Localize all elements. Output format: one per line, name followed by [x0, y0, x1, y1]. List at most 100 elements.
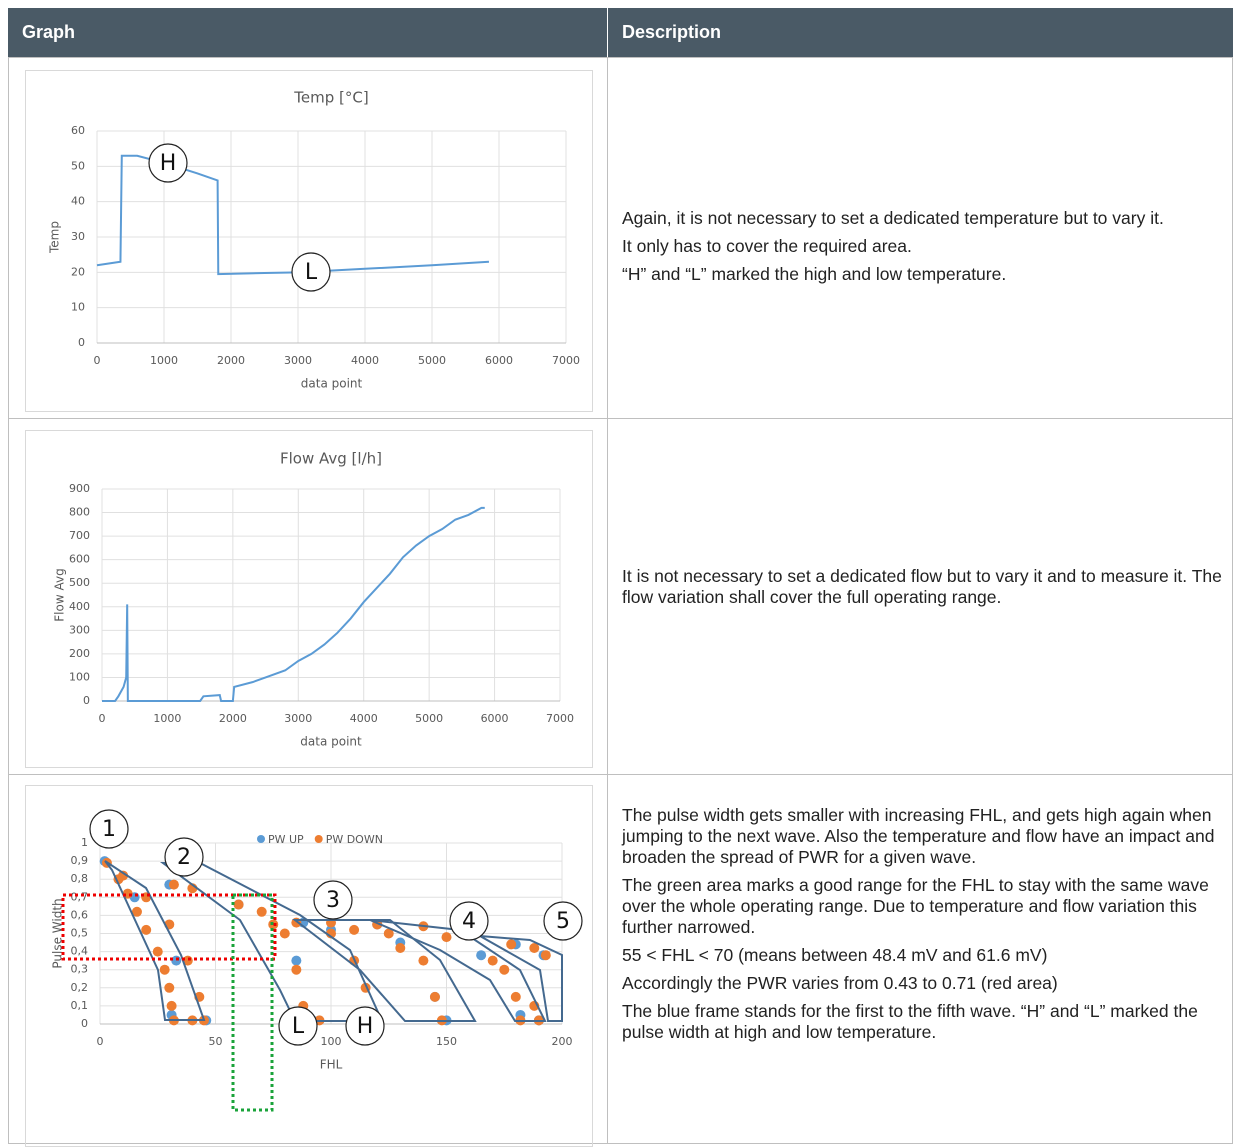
point: [233, 899, 244, 910]
x-tick-label: 200: [552, 1035, 573, 1048]
x-axis-label: data point: [301, 377, 363, 391]
point: [540, 950, 551, 961]
annotation-label: H: [357, 1014, 374, 1039]
paragraph: Again, it is not necessary to set a dedi…: [622, 208, 1164, 228]
point: [529, 942, 540, 953]
point: [118, 870, 129, 881]
y-tick-label: 0,6: [71, 908, 89, 921]
y-tick-label: 0,3: [71, 963, 89, 976]
header-text: Graph: [22, 22, 76, 42]
y-tick-label: 100: [69, 670, 90, 683]
annotation-circle: [278, 1006, 318, 1046]
point: [291, 955, 302, 966]
annotation-label: 1: [102, 817, 116, 842]
x-tick-label: 4000: [350, 712, 378, 725]
point: [131, 906, 142, 917]
y-tick-label: 0,1: [71, 999, 89, 1012]
description: It is not necessary to set a dedicated f…: [622, 490, 1222, 690]
chart-title: Flow Avg [l/h]: [280, 450, 382, 468]
y-tick-label: 40: [71, 195, 85, 208]
chart-title: Temp [°C]: [293, 89, 368, 107]
y-tick-label: 1: [81, 836, 88, 849]
chart-frame: [25, 70, 593, 412]
annotation-circle: [313, 880, 353, 920]
point: [279, 928, 290, 939]
x-tick-label: 3000: [284, 712, 312, 725]
y-tick-label: 30: [71, 230, 85, 243]
paragraph: It only has to cover the required area.: [622, 236, 912, 256]
x-tick-label: 7000: [546, 712, 574, 725]
x-tick-label: 1000: [150, 354, 178, 367]
point: [441, 932, 452, 943]
paragraph: It is not necessary to set a dedicated f…: [622, 565, 1222, 607]
point: [476, 950, 487, 961]
x-axis-label: data point: [300, 735, 362, 749]
x-tick-label: 2000: [219, 712, 247, 725]
annotation-label: L: [305, 260, 318, 285]
y-tick-label: 0,4: [71, 945, 89, 958]
point: [291, 964, 302, 975]
point: [487, 955, 498, 966]
y-tick-label: 20: [71, 265, 85, 278]
header-cell: Description: [608, 8, 1233, 57]
annotation-circle: [449, 901, 489, 941]
y-axis-label: Temp: [48, 221, 62, 254]
legend-label: PW UP: [268, 833, 304, 846]
wave-frame: [292, 919, 477, 1022]
y-tick-label: 0,7: [71, 890, 89, 903]
y-tick-label: 0: [83, 694, 90, 707]
description: The pulse width gets smaller with increa…: [622, 805, 1222, 1105]
annotation-circle: [164, 837, 204, 877]
description: Again, it is not necessary to set a dedi…: [622, 150, 1222, 350]
y-tick-label: 900: [69, 482, 90, 495]
y-tick-label: 700: [69, 529, 90, 542]
y-tick-label: 0,9: [71, 854, 89, 867]
annotation-label: 3: [326, 888, 340, 913]
y-tick-label: 0,5: [71, 927, 89, 940]
annotation-circle: [291, 252, 331, 292]
y-tick-label: 0: [78, 336, 85, 349]
y-tick-label: 0: [81, 1017, 88, 1030]
green-area: [231, 893, 274, 1112]
x-axis-label: FHL: [320, 1058, 343, 1072]
y-tick-label: 10: [71, 301, 85, 314]
y-tick-label: 50: [71, 159, 85, 172]
legend-marker: [314, 835, 323, 843]
x-tick-label: 150: [436, 1035, 457, 1048]
y-tick-label: 600: [69, 553, 90, 566]
annotation-label: 2: [177, 845, 191, 870]
point: [159, 964, 170, 975]
point: [395, 942, 406, 953]
annotation-circle: [543, 901, 583, 941]
x-tick-label: 100: [321, 1035, 342, 1048]
point: [166, 1000, 177, 1011]
paragraph: The blue frame stands for the first to t…: [622, 1001, 1198, 1042]
line: [102, 506, 485, 702]
point: [164, 982, 175, 993]
x-tick-label: 5000: [415, 712, 443, 725]
point: [349, 924, 360, 935]
x-tick-label: 7000: [552, 354, 580, 367]
point: [171, 955, 182, 966]
y-tick-label: 0,2: [71, 981, 89, 994]
y-tick-label: 400: [69, 600, 90, 613]
annotation-circle: [345, 1006, 385, 1046]
paragraph: 55 < FHL < 70 (means between 48.4 mV and…: [622, 945, 1048, 965]
y-tick-label: 0,8: [71, 872, 89, 885]
x-tick-label: 6000: [485, 354, 513, 367]
point: [506, 939, 517, 950]
wave-frame: [104, 860, 206, 1021]
annotation-label: H: [160, 151, 177, 176]
point: [418, 955, 429, 966]
annotation-label: 5: [556, 909, 570, 934]
x-tick-label: 1000: [153, 712, 181, 725]
y-tick-label: 500: [69, 576, 90, 589]
y-axis-label: Flow Avg: [53, 568, 67, 621]
x-tick-label: 0: [99, 712, 106, 725]
header-cell: Graph: [8, 8, 607, 57]
point: [256, 906, 267, 917]
legend-label: PW DOWN: [326, 833, 383, 846]
header-text: Description: [622, 22, 722, 42]
